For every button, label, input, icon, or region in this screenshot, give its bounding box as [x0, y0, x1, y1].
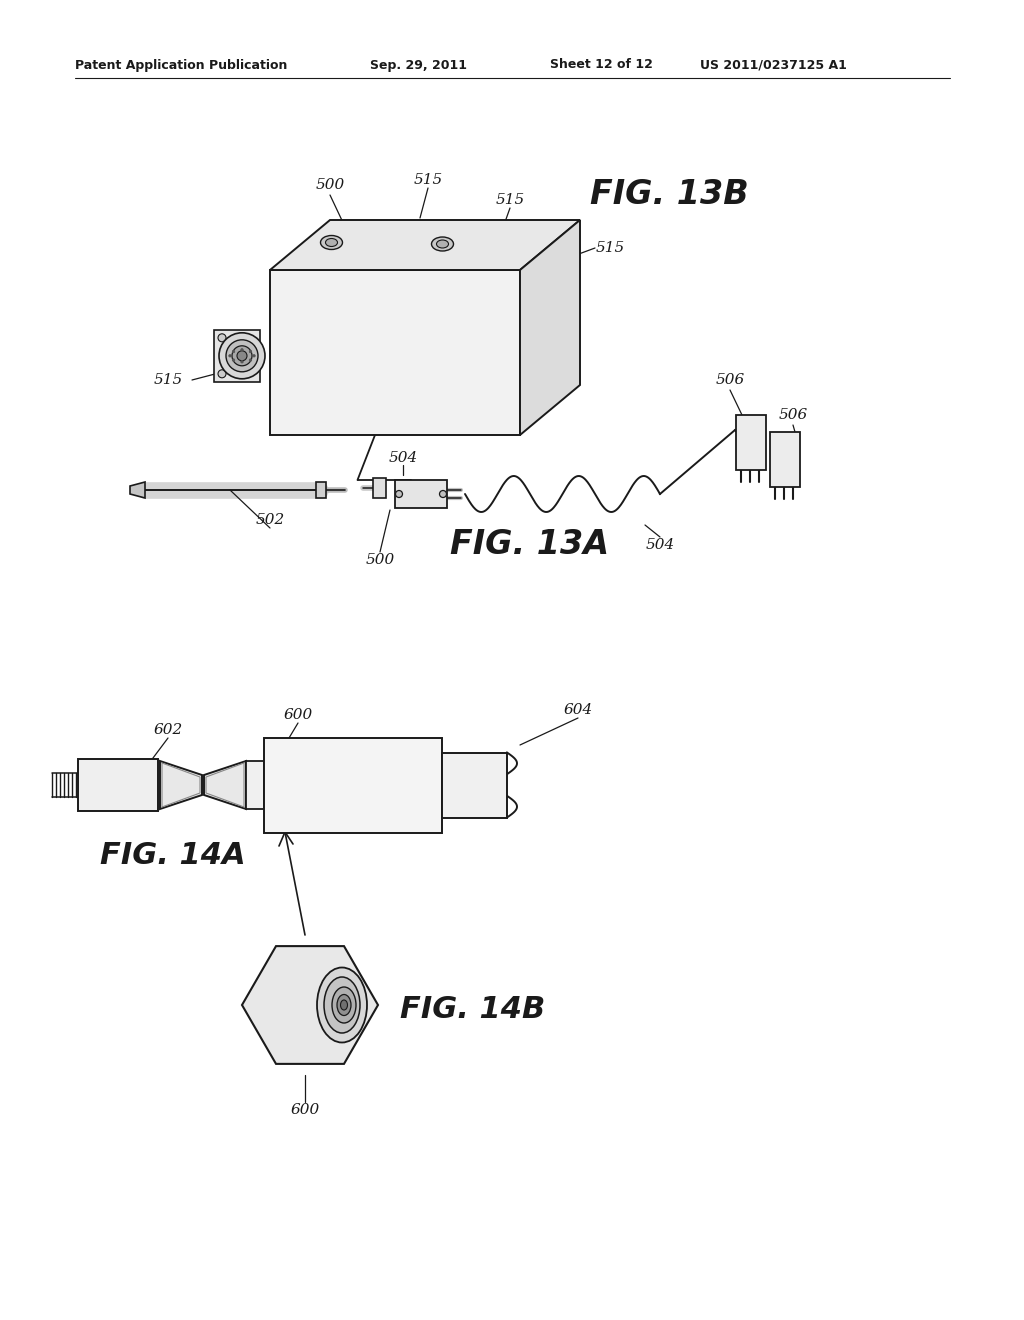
Bar: [264, 738, 442, 833]
Bar: [78, 759, 158, 810]
Text: 506: 506: [716, 374, 744, 387]
Ellipse shape: [237, 351, 247, 360]
Ellipse shape: [218, 370, 226, 378]
Text: 515: 515: [496, 193, 524, 207]
Ellipse shape: [232, 346, 252, 366]
Ellipse shape: [232, 359, 234, 362]
Text: Sep. 29, 2011: Sep. 29, 2011: [370, 58, 467, 71]
Ellipse shape: [324, 977, 360, 1034]
Text: 504: 504: [645, 539, 675, 552]
Polygon shape: [316, 482, 326, 498]
Text: 506: 506: [778, 408, 808, 422]
Text: US 2011/0237125 A1: US 2011/0237125 A1: [700, 58, 847, 71]
Text: 600: 600: [284, 708, 312, 722]
Ellipse shape: [332, 987, 356, 1023]
Polygon shape: [520, 220, 580, 436]
Ellipse shape: [436, 240, 449, 248]
Bar: [395, 480, 447, 508]
Text: 515: 515: [154, 374, 182, 387]
Bar: [442, 752, 507, 817]
Bar: [246, 762, 264, 809]
Ellipse shape: [337, 994, 351, 1015]
Ellipse shape: [321, 235, 342, 249]
Ellipse shape: [253, 355, 255, 356]
Text: 600: 600: [291, 1104, 319, 1117]
Ellipse shape: [241, 348, 244, 351]
Text: 604: 604: [563, 704, 593, 717]
Polygon shape: [130, 482, 145, 498]
Ellipse shape: [241, 360, 244, 363]
Ellipse shape: [341, 1001, 347, 1010]
Ellipse shape: [218, 334, 226, 342]
Text: 602: 602: [154, 723, 182, 737]
Polygon shape: [204, 762, 246, 809]
Bar: [736, 414, 766, 470]
Text: FIG. 13A: FIG. 13A: [450, 528, 609, 561]
Polygon shape: [162, 763, 200, 807]
Text: Sheet 12 of 12: Sheet 12 of 12: [550, 58, 653, 71]
Ellipse shape: [232, 350, 234, 352]
Text: 502: 502: [255, 513, 285, 527]
Polygon shape: [242, 946, 378, 1064]
Polygon shape: [270, 271, 520, 436]
Polygon shape: [270, 220, 580, 271]
Text: Patent Application Publication: Patent Application Publication: [75, 58, 288, 71]
Text: 500: 500: [315, 178, 345, 191]
Text: 515: 515: [414, 173, 442, 187]
Text: FIG. 14B: FIG. 14B: [400, 995, 545, 1024]
Polygon shape: [206, 763, 244, 807]
Text: FIG. 13B: FIG. 13B: [590, 178, 749, 211]
Text: FIG. 14A: FIG. 14A: [100, 841, 246, 870]
Ellipse shape: [226, 339, 258, 372]
Ellipse shape: [431, 238, 454, 251]
Ellipse shape: [317, 968, 367, 1043]
Ellipse shape: [228, 355, 231, 356]
Polygon shape: [214, 330, 260, 381]
Polygon shape: [373, 478, 386, 498]
Ellipse shape: [326, 239, 338, 247]
Ellipse shape: [249, 359, 252, 362]
Text: 515: 515: [595, 242, 625, 255]
Ellipse shape: [219, 333, 265, 379]
Ellipse shape: [249, 350, 252, 352]
Ellipse shape: [395, 491, 402, 498]
Polygon shape: [160, 762, 202, 809]
Bar: [770, 432, 800, 487]
Text: 504: 504: [388, 451, 418, 465]
Ellipse shape: [439, 491, 446, 498]
Text: 500: 500: [366, 553, 394, 568]
